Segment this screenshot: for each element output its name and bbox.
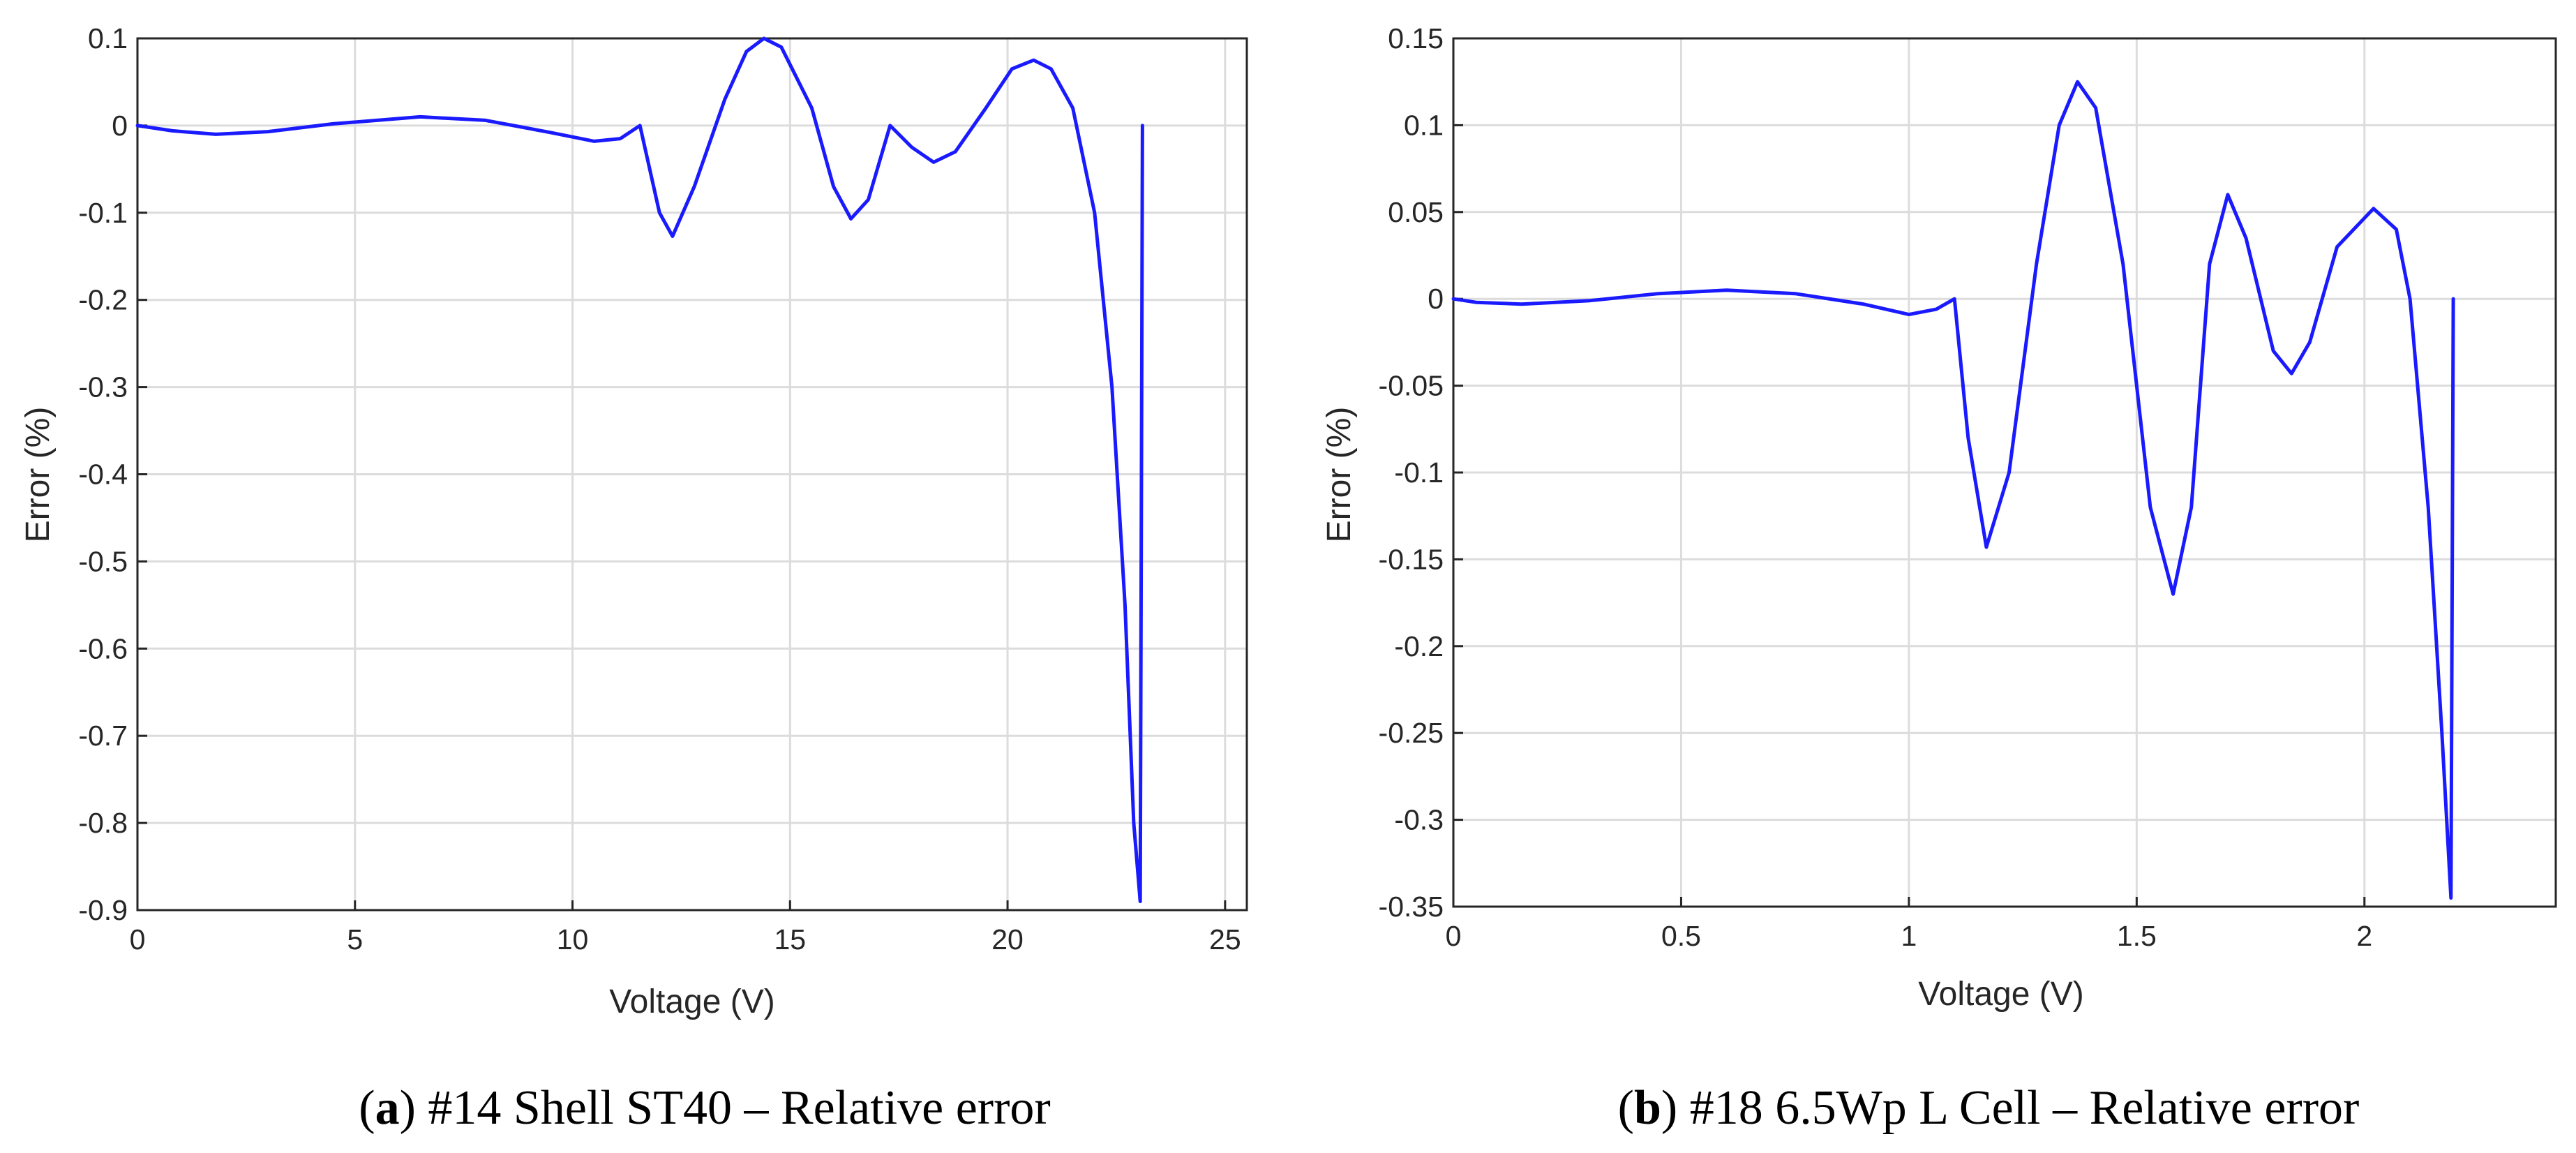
series-line: [1451, 80, 2455, 900]
y-tick-label: 0.15: [1388, 22, 1444, 54]
y-tick-label: -0.1: [1394, 456, 1444, 489]
plot-frame: [1452, 37, 2557, 908]
caption-letter: a: [375, 1081, 400, 1135]
x-tick-label: 25: [1209, 923, 1241, 955]
y-tick-label: -0.6: [78, 632, 128, 664]
caption-text: #14 Shell ST40 – Relative error: [428, 1081, 1050, 1135]
y-tick-label: -0.3: [1394, 804, 1444, 836]
chart-panel-b: 0 0.5 1 1.5 2 0.15 0.1 0.05 0 -0.05 -0.1 -0.15 -0.2…: [1321, 22, 2557, 1135]
y-tick-label: -0.2: [78, 284, 128, 316]
y-tick-label: -0.4: [78, 459, 128, 491]
x-tick-label: 1.5: [2117, 920, 2157, 952]
x-axis-label: Voltage (V): [1918, 976, 2083, 1013]
y-tick-label: 0.1: [1404, 109, 1444, 141]
y-tick-label: 0: [112, 110, 128, 142]
y-tick-label: -0.1: [78, 197, 128, 229]
chart-panel-a: 0 5 10 15 20 25 0.1 0 -0.1 -0.2 -0.3 -0.4 -0.5 -0.6 -…: [20, 22, 1248, 1135]
y-tick-label: -0.05: [1379, 370, 1444, 402]
y-axis-label: Error (%): [1321, 407, 1358, 543]
series-group: [135, 36, 1144, 903]
x-tick-label: 1: [1901, 920, 1917, 952]
series-line: [135, 36, 1144, 903]
y-tick-label: -0.5: [78, 545, 128, 577]
y-axis-ticks: 0.1 0 -0.1 -0.2 -0.3 -0.4 -0.5 -0.6 -0.7 -0.8 -0.9: [78, 22, 147, 926]
x-axis-ticks: 0 5 10 15 20 25: [130, 900, 1241, 955]
y-tick-label: -0.7: [78, 720, 128, 752]
x-tick-label: 0.5: [1661, 920, 1701, 952]
y-tick-label: 0: [1428, 283, 1444, 315]
x-tick-label: 15: [774, 923, 806, 955]
plot-frame: [136, 37, 1248, 912]
caption-letter: b: [1634, 1081, 1661, 1135]
y-tick-label: -0.8: [78, 807, 128, 839]
y-tick-label: -0.3: [78, 371, 128, 403]
y-tick-label: 0.05: [1388, 196, 1444, 228]
caption: (a) #14 Shell ST40 – Relative error: [359, 1081, 1050, 1135]
caption: (b) #18 6.5Wp L Cell – Relative error: [1618, 1081, 2360, 1135]
x-tick-label: 5: [347, 923, 363, 955]
y-tick-label: -0.15: [1379, 543, 1444, 575]
x-tick-label: 20: [991, 923, 1024, 955]
caption-text: #18 6.5Wp L Cell – Relative error: [1690, 1081, 2360, 1135]
y-tick-label: -0.2: [1394, 630, 1444, 662]
y-tick-label: -0.35: [1379, 891, 1444, 923]
y-tick-label: 0.1: [88, 22, 128, 54]
y-axis-label: Error (%): [20, 407, 57, 543]
x-axis-label: Voltage (V): [609, 983, 774, 1020]
series-group: [1451, 80, 2455, 900]
y-tick-label: -0.25: [1379, 717, 1444, 749]
x-tick-label: 2: [2356, 920, 2372, 952]
x-tick-label: 10: [557, 923, 589, 955]
x-axis-ticks: 0 0.5 1 1.5 2: [1446, 897, 2372, 952]
y-axis-ticks: 0.15 0.1 0.05 0 -0.05 -0.1 -0.15 -0.2 -0.25 -0.3 -…: [1379, 22, 1463, 923]
y-tick-label: -0.9: [78, 894, 128, 926]
x-tick-label: 0: [1446, 920, 1462, 952]
x-tick-label: 0: [130, 923, 146, 955]
